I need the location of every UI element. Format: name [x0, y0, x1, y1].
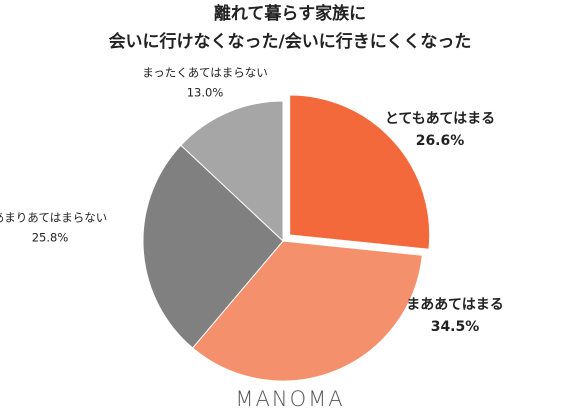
- slice-label: あまりあてはまらない: [0, 211, 107, 225]
- slice-label: とてもあてはまる: [385, 111, 495, 127]
- pie-slice: [191, 240, 423, 382]
- pie-slice: [289, 94, 431, 250]
- slice-value: 26.6%: [416, 133, 465, 149]
- slice-value: 25.8%: [32, 231, 69, 245]
- slice-label: まああてはまる: [406, 297, 503, 313]
- brand-logo: MANOMA: [235, 387, 344, 411]
- slice-value: 34.5%: [431, 319, 480, 335]
- slice-value: 13.0%: [187, 86, 224, 100]
- pie-slice: [180, 100, 284, 243]
- chart-title: 会いに行けなくなった/会いに行きにくくなった: [109, 31, 472, 52]
- chart-title: 離れて暮らす家族に: [214, 3, 366, 24]
- pie-slice: [142, 144, 284, 349]
- slice-label: まったくあてはまらない: [142, 66, 268, 80]
